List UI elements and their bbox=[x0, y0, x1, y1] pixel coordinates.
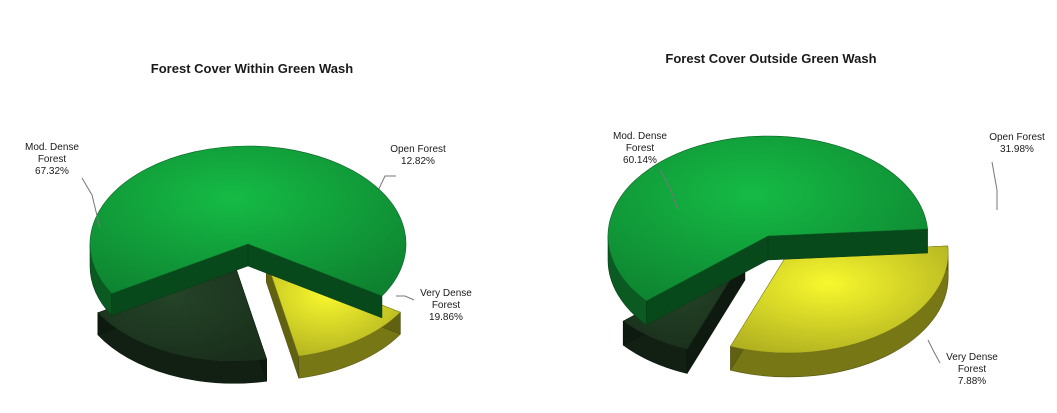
pie-slice-1-0 bbox=[730, 245, 949, 378]
leader-line-0-1 bbox=[396, 295, 415, 301]
leader-line-1-0 bbox=[991, 161, 998, 210]
leader-line-0-0 bbox=[375, 175, 396, 196]
slice-label-1-0: Open Forest 31.98% bbox=[989, 132, 1045, 155]
slice-label-0-1: Very Dense Forest 19.86% bbox=[420, 288, 472, 323]
slice-label-0-2: Mod. Dense Forest 67.32% bbox=[25, 142, 79, 177]
slice-label-1-2: Mod. Dense Forest 60.14% bbox=[613, 131, 667, 166]
slice-label-0-0: Open Forest 12.82% bbox=[390, 144, 446, 167]
pie-slice-1-2 bbox=[607, 135, 928, 326]
leader-line-1-2 bbox=[659, 169, 679, 211]
chart-title-outside: Forest Cover Outside Green Wash bbox=[665, 51, 876, 66]
slice-label-1-1: Very Dense Forest 7.88% bbox=[946, 352, 998, 387]
pie-slice-0-2 bbox=[89, 145, 407, 319]
leader-line-0-2 bbox=[81, 177, 101, 229]
leader-line-1-1 bbox=[927, 339, 941, 364]
chart-title-within: Forest Cover Within Green Wash bbox=[151, 61, 353, 76]
